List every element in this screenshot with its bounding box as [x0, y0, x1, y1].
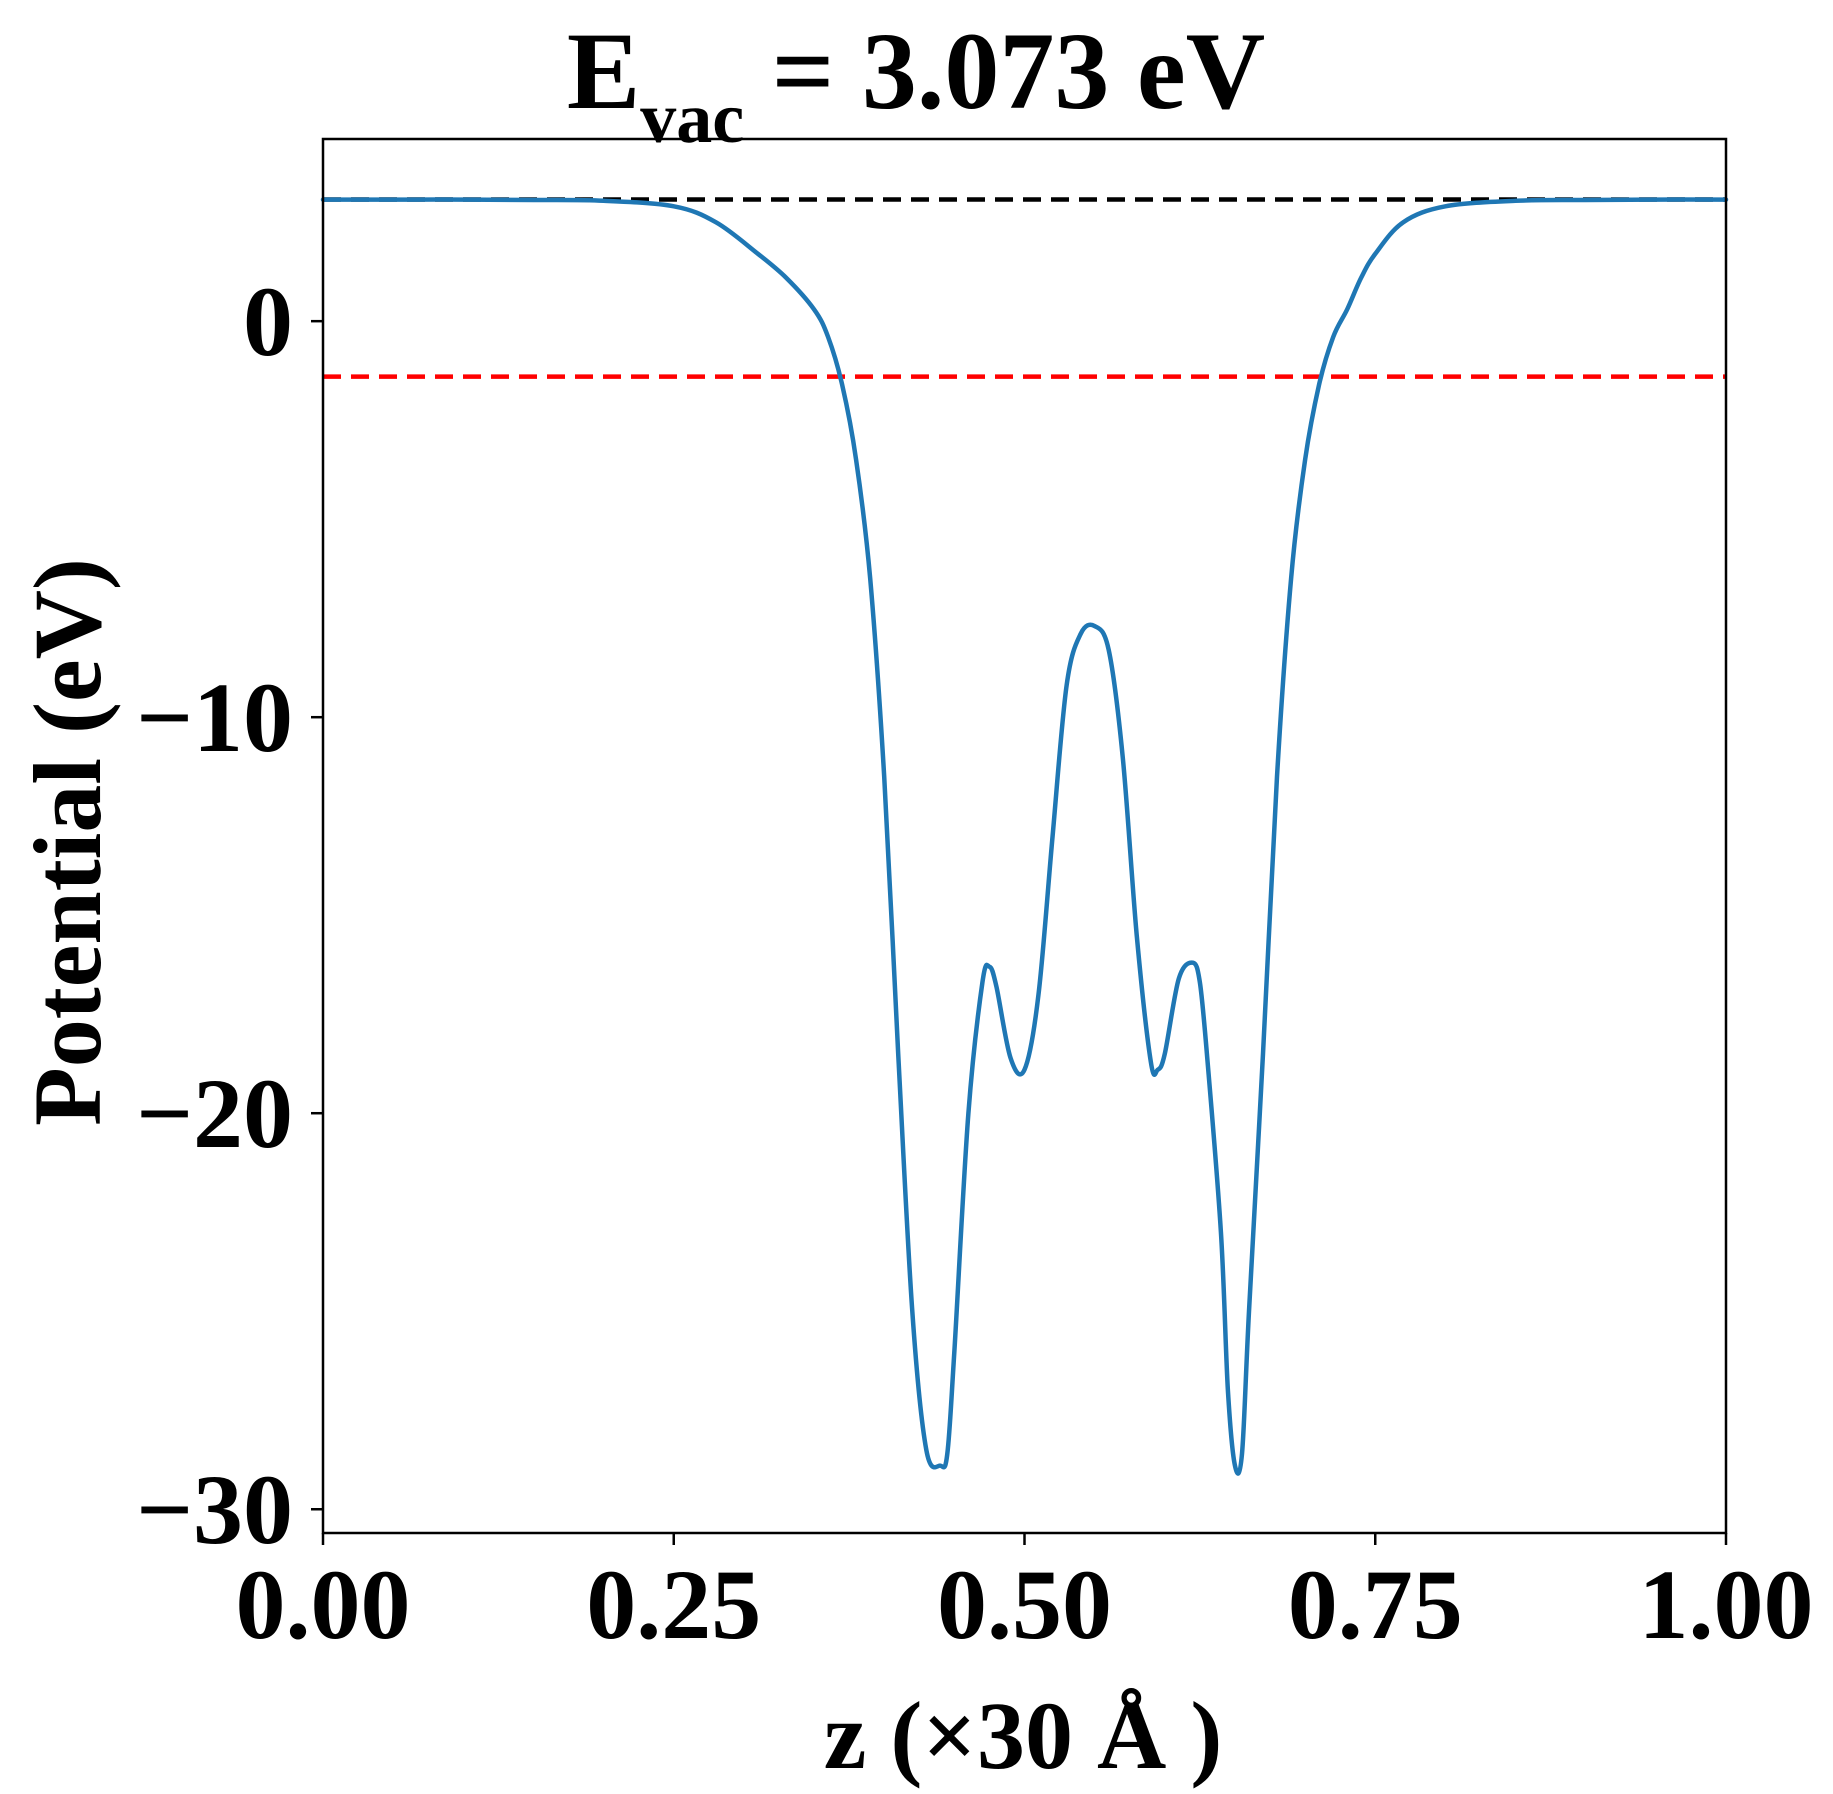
- chart-title: Evac = 3.073 eV: [567, 10, 1265, 158]
- x-tick-label: 1.00: [1639, 1549, 1814, 1660]
- y-tick-label: −10: [136, 662, 293, 773]
- y-tick-label: −30: [136, 1454, 293, 1565]
- title-prefix: E: [567, 10, 640, 132]
- x-tick-label: 0.50: [937, 1549, 1112, 1660]
- x-tick-label: 0.00: [236, 1549, 411, 1660]
- series-line-0: [320, 197, 1729, 1476]
- x-tick-label: 0.25: [586, 1549, 761, 1660]
- x-tick-label: 0.75: [1288, 1549, 1463, 1660]
- plot-frame: [321, 137, 1728, 1535]
- series-lines: [320, 197, 1729, 1476]
- title-suffix: = 3.073 eV: [744, 10, 1265, 132]
- title-subscript: vac: [640, 78, 744, 158]
- y-tick-label: 0: [243, 266, 293, 377]
- reference-lines: [323, 197, 1726, 379]
- x-axis-label: z (×30 Å ): [824, 1682, 1223, 1789]
- x-axis-ticks: 0.00 0.25 0.50 0.75 1.00: [236, 1533, 1814, 1660]
- y-axis-ticks: 0 −10 −20 −30: [136, 266, 323, 1565]
- y-axis-label: Potential (eV): [14, 558, 121, 1126]
- y-tick-label: −20: [136, 1058, 293, 1169]
